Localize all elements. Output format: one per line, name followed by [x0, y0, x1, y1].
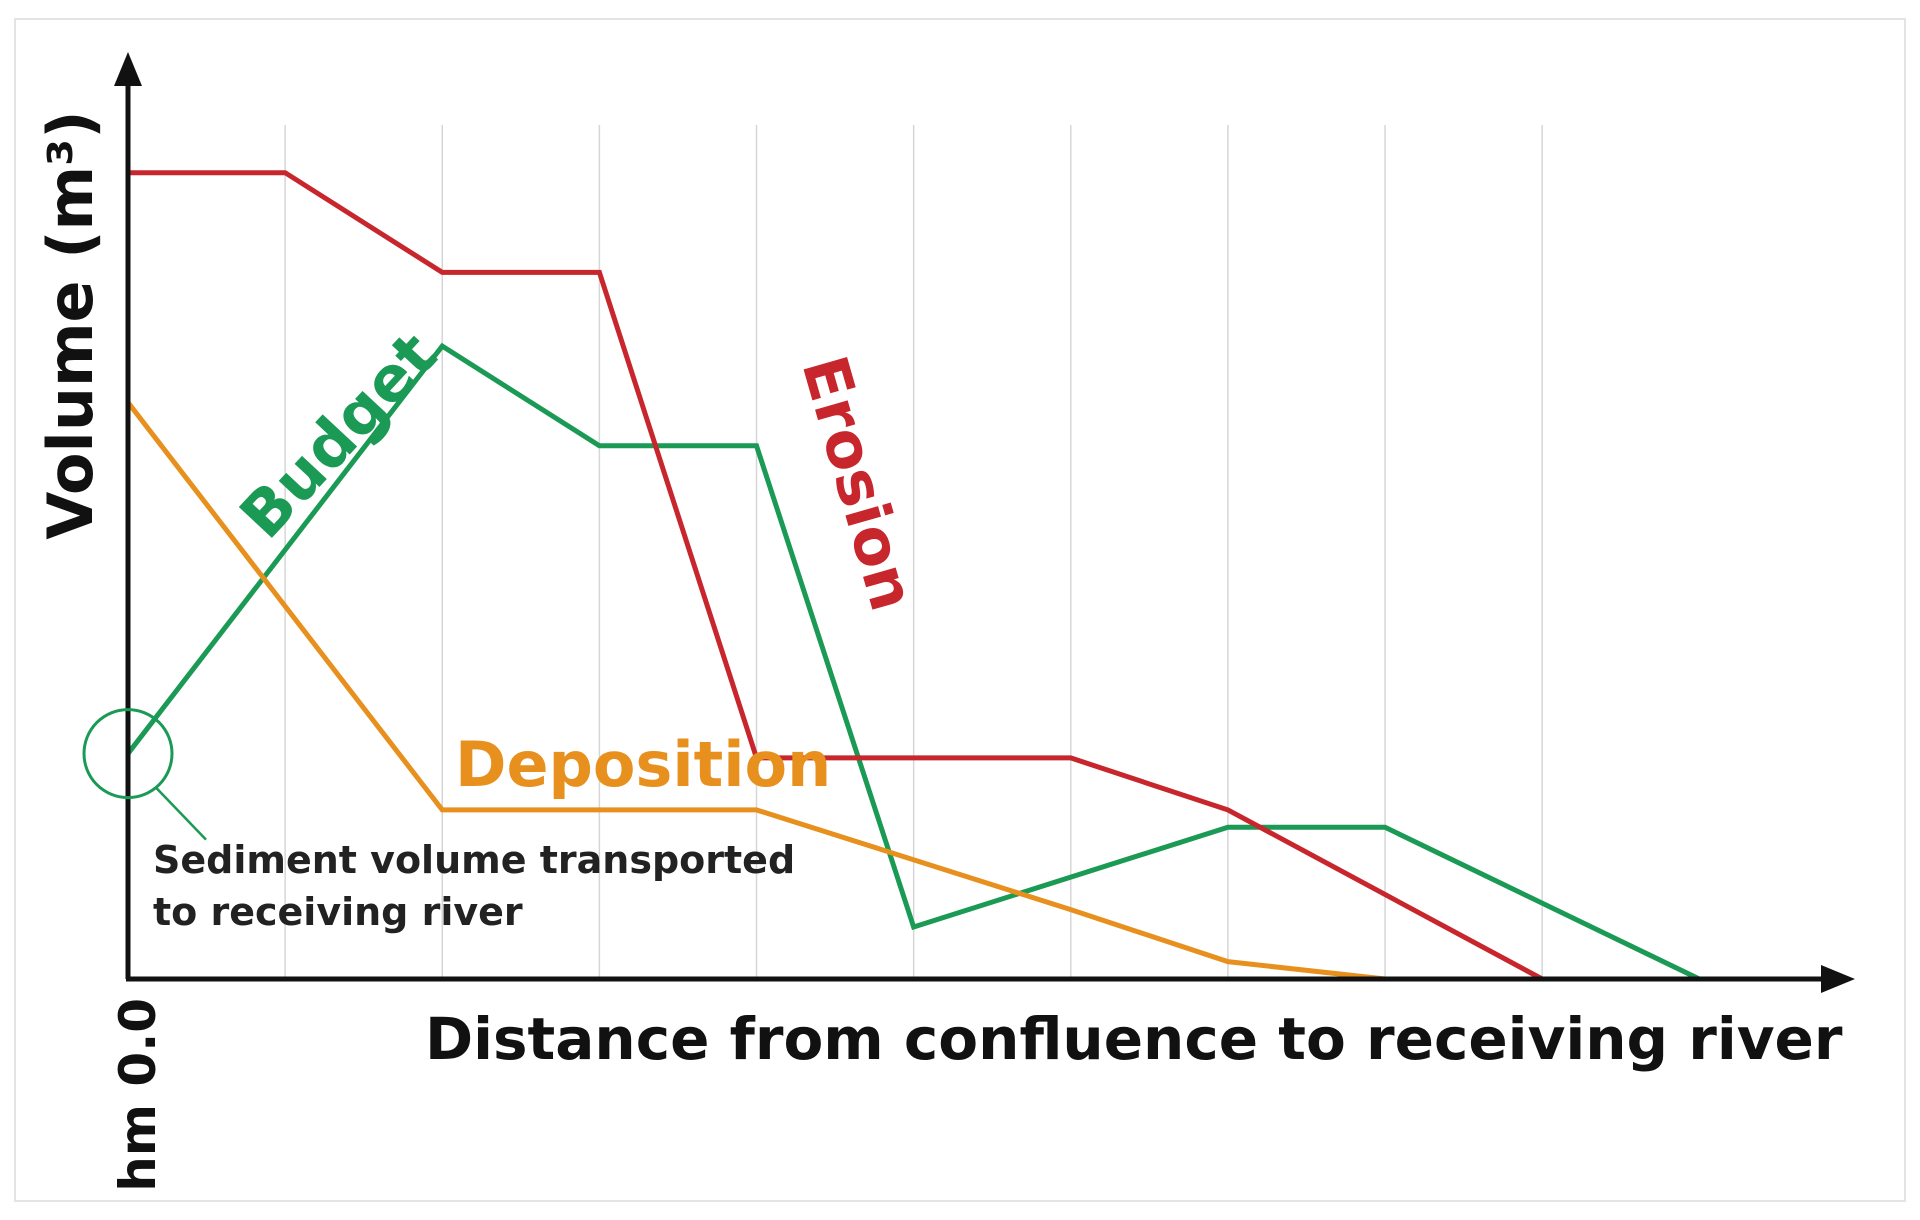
series-line-deposition: [126, 400, 1386, 982]
axes: [114, 52, 1855, 993]
x-axis-label: Distance from confluence to receiving ri…: [425, 1005, 1843, 1073]
series-label-erosion: Erosion: [788, 348, 930, 618]
x-axis-start-label: hm 0.0: [109, 998, 167, 1192]
series-line-budget: [126, 342, 1701, 982]
y-axis-label: Volume (m³): [34, 110, 107, 539]
series-line-erosion: [128, 170, 1544, 982]
series-layer: [126, 170, 1701, 982]
annotation-text: Sediment volume transported to receiving …: [153, 838, 795, 934]
annotation-circle: [82, 708, 174, 800]
series-label-deposition: Deposition: [455, 728, 831, 801]
series-label-budget: Budget: [226, 318, 451, 552]
annotation-layer: Sediment volume transported to receiving …: [82, 708, 795, 934]
annotation-leader-line: [155, 786, 207, 841]
y-axis-arrow-icon: [114, 52, 142, 86]
chart-frame: [14, 18, 1906, 1202]
grid-lines: [284, 125, 1543, 979]
series-labels: Erosion Budget Deposition: [226, 318, 930, 801]
x-axis-arrow-icon: [1821, 965, 1855, 993]
